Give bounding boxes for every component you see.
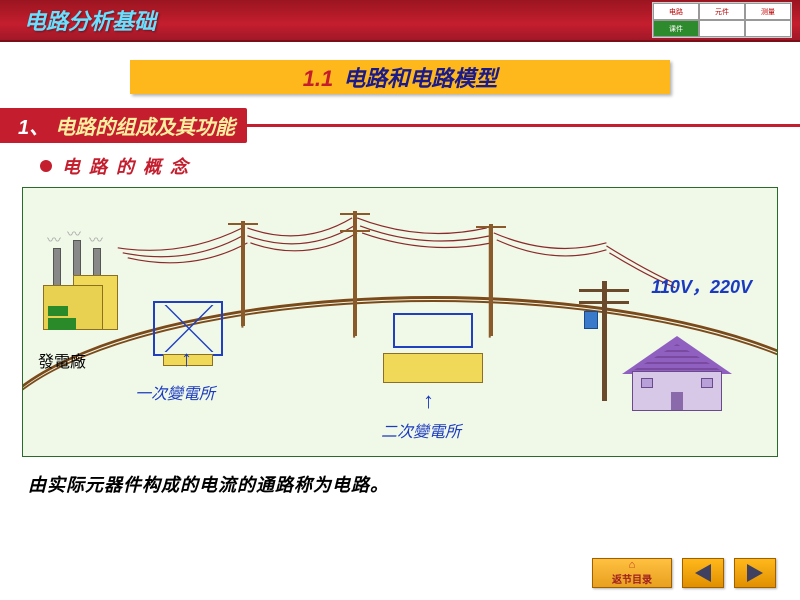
transmission-tower bbox=[353, 211, 357, 336]
section-title-bar: 1.1 电路和电路模型 bbox=[130, 60, 670, 94]
nav-buttons: ⌂ 返节目录 bbox=[592, 558, 776, 588]
voltage-label: 110V，220V bbox=[651, 273, 752, 299]
house-window bbox=[641, 378, 653, 388]
subsection-label: 1、电路的组成及其功能 bbox=[0, 108, 247, 143]
arrow-up-icon: ↑ bbox=[181, 346, 192, 372]
utility-pole bbox=[602, 281, 607, 401]
nav-home-button[interactable]: ⌂ 返节目录 bbox=[592, 558, 672, 588]
nav-home-label: 返节目录 bbox=[612, 571, 652, 586]
arrow-up-icon: ↑ bbox=[423, 388, 434, 414]
house-body bbox=[632, 371, 722, 411]
secondary-substation-label: 二次變電所 bbox=[381, 418, 461, 442]
chimney-icon bbox=[53, 248, 61, 286]
smoke-icon: 〰 bbox=[89, 230, 103, 250]
pole-crossarm bbox=[579, 301, 629, 304]
secondary-substation bbox=[383, 313, 483, 383]
substation-truss bbox=[157, 305, 219, 352]
plant-accent bbox=[48, 318, 76, 330]
tower-crossarm bbox=[340, 206, 370, 220]
house-door bbox=[671, 392, 683, 410]
section-number: 1.1 bbox=[303, 66, 334, 91]
transformer-icon bbox=[584, 311, 598, 329]
smoke-icon: 〰 bbox=[47, 230, 61, 250]
subsection-heading: 1、电路的组成及其功能 bbox=[0, 108, 800, 143]
substation-frame bbox=[393, 313, 473, 348]
primary-substation-label: 一次變電所 bbox=[135, 380, 215, 404]
nav-prev-button[interactable] bbox=[682, 558, 724, 588]
house-window bbox=[701, 378, 713, 388]
pole-crossarm bbox=[579, 289, 629, 292]
section-title: 1.1 电路和电路模型 bbox=[303, 61, 498, 93]
nav-next-button[interactable] bbox=[734, 558, 776, 588]
plant-accent bbox=[48, 306, 68, 316]
circuit-diagram: 〰 〰 〰 bbox=[22, 187, 778, 457]
tower-crossarm bbox=[228, 216, 258, 230]
subsection-number: 1、 bbox=[18, 117, 49, 139]
header-bar: 电路分析基础 电路元件测量 课件 bbox=[0, 0, 800, 42]
plant-label: 發電廠 bbox=[38, 348, 86, 372]
concept-heading: 电 路 的 概 念 bbox=[40, 153, 800, 179]
power-plant: 〰 〰 〰 bbox=[43, 240, 133, 330]
smoke-icon: 〰 bbox=[67, 224, 81, 244]
house bbox=[622, 336, 732, 411]
substation-base bbox=[383, 353, 483, 383]
concept-label: 电 路 的 概 念 bbox=[62, 153, 190, 179]
section-title-text: 电路和电路模型 bbox=[343, 66, 497, 91]
bullet-icon bbox=[40, 160, 52, 172]
header-logo: 电路元件测量 课件 bbox=[652, 2, 792, 38]
definition-text: 由实际元器件构成的电流的通路称为电路。 bbox=[28, 471, 772, 497]
tower-crossarm bbox=[340, 223, 370, 237]
subsection-title: 电路的组成及其功能 bbox=[55, 117, 235, 139]
transmission-tower bbox=[489, 224, 493, 336]
home-icon: ⌂ bbox=[629, 560, 636, 571]
triangle-left-icon bbox=[695, 564, 711, 582]
course-title: 电路分析基础 bbox=[24, 4, 156, 36]
triangle-right-icon bbox=[747, 564, 763, 582]
transmission-tower bbox=[241, 221, 245, 326]
subsection-rule bbox=[247, 124, 800, 127]
tower-crossarm bbox=[476, 219, 506, 233]
